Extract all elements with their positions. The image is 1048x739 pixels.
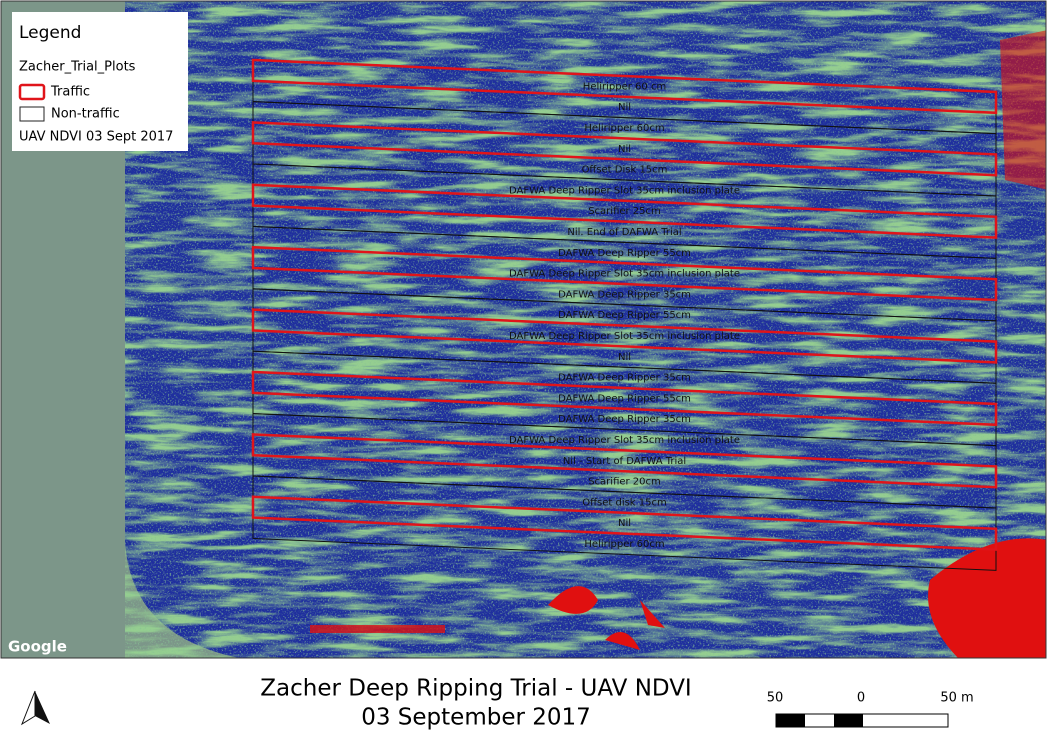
attribution: Google (8, 638, 67, 656)
plot-label: Scarifier 20cm (588, 477, 661, 488)
plot-label: DAFWA Deep Ripper 55cm (558, 310, 691, 321)
map-border (0, 0, 1047, 659)
plot-label: DAFWA Deep Ripper Slot 35cm inclusion pl… (509, 185, 740, 196)
scale-label: 0 (857, 691, 865, 706)
scale-segment (834, 714, 863, 727)
plot-label: Nil (618, 518, 631, 529)
traffic-plot-outline (251, 183, 998, 239)
plot-label: DAFWA Deep Ripper 35cm (558, 373, 691, 384)
map-title: Zacher Deep Ripping Trial - UAV NDVI (260, 676, 691, 702)
traffic-plot-outline (251, 308, 998, 364)
scale-label: 50 m (940, 691, 973, 706)
legend-layer: Zacher_Trial_Plots (19, 60, 136, 75)
legend-title: Legend (19, 23, 81, 43)
plot-label: DAFWA Deep Ripper 35cm (558, 289, 691, 300)
trial-plots: Heliripper 60 cm Nil Heliripper 60cm Nil Off… (251, 58, 998, 571)
plot-label: Offset disk 15cm (582, 497, 667, 508)
plot-label: Heliripper 60cm (584, 123, 664, 134)
plot-label: DAFWA Deep Ripper 55cm (558, 393, 691, 404)
plot-label: Nil (618, 102, 631, 113)
plot-label: DAFWA Deep Ripper 55cm (558, 248, 691, 259)
ndvi-speckle (125, 1, 1046, 658)
ndvi-low-patch (310, 625, 445, 633)
plot-label: DAFWA Deep Ripper Slot 35cm inclusion pl… (509, 331, 740, 342)
plot-label: Nil - Start of DAFWA Trial (563, 456, 686, 467)
legend-label: Non-traffic (51, 107, 120, 122)
legend-box (12, 12, 188, 151)
plot-label: DAFWA Deep Ripper Slot 35cm inclusion pl… (509, 269, 740, 280)
scale-label: 50 (767, 691, 784, 706)
plot-label: Scarifier 25cm (588, 206, 661, 217)
plot-label: Nil (618, 352, 631, 363)
traffic-plot-outline (251, 433, 998, 489)
legend-items: Traffic Non-traffic (18, 83, 120, 122)
plot-label: Heliripper 60cm (584, 539, 664, 550)
north-arrow (20, 690, 50, 726)
legend-label: Traffic (50, 85, 90, 100)
scale-segment (776, 714, 805, 727)
traffic-plot-outline (251, 121, 998, 177)
plot-label: Nil. End of DAFWA Trial (567, 227, 681, 238)
legend-swatch (18, 83, 46, 101)
ndvi-low-patch (548, 586, 598, 614)
map-subtitle: 03 September 2017 (361, 705, 591, 731)
plot-label: DAFWA Deep Ripper 35cm (558, 414, 691, 425)
north-arrow-right (35, 691, 50, 724)
traffic-plot-outline (251, 58, 998, 115)
map-frame: Google (1, 1, 1046, 658)
plot-label: Offset Disk 15cm (582, 165, 668, 176)
north-arrow-left (20, 690, 36, 726)
legend-raster: UAV NDVI 03 Sept 2017 (19, 130, 173, 145)
traffic-plot-outline (251, 245, 998, 302)
ndvi-low-patch (1000, 30, 1046, 190)
scale-bar: 50 0 50 m (767, 691, 974, 728)
plot-label: Nil (618, 144, 631, 155)
ndvi-low-patch (640, 600, 665, 628)
plot-label: DAFWA Deep Ripper Slot 35cm inclusion pl… (509, 435, 740, 446)
traffic-plot-outline (251, 370, 998, 427)
legend-swatch (19, 106, 45, 122)
ndvi-low-patch (605, 632, 640, 650)
plot-label: Heliripper 60 cm (583, 81, 666, 92)
legend: Legend Zacher_Trial_Plots Traffic Non-tra… (12, 12, 188, 151)
traffic-plot-outline (251, 495, 998, 551)
